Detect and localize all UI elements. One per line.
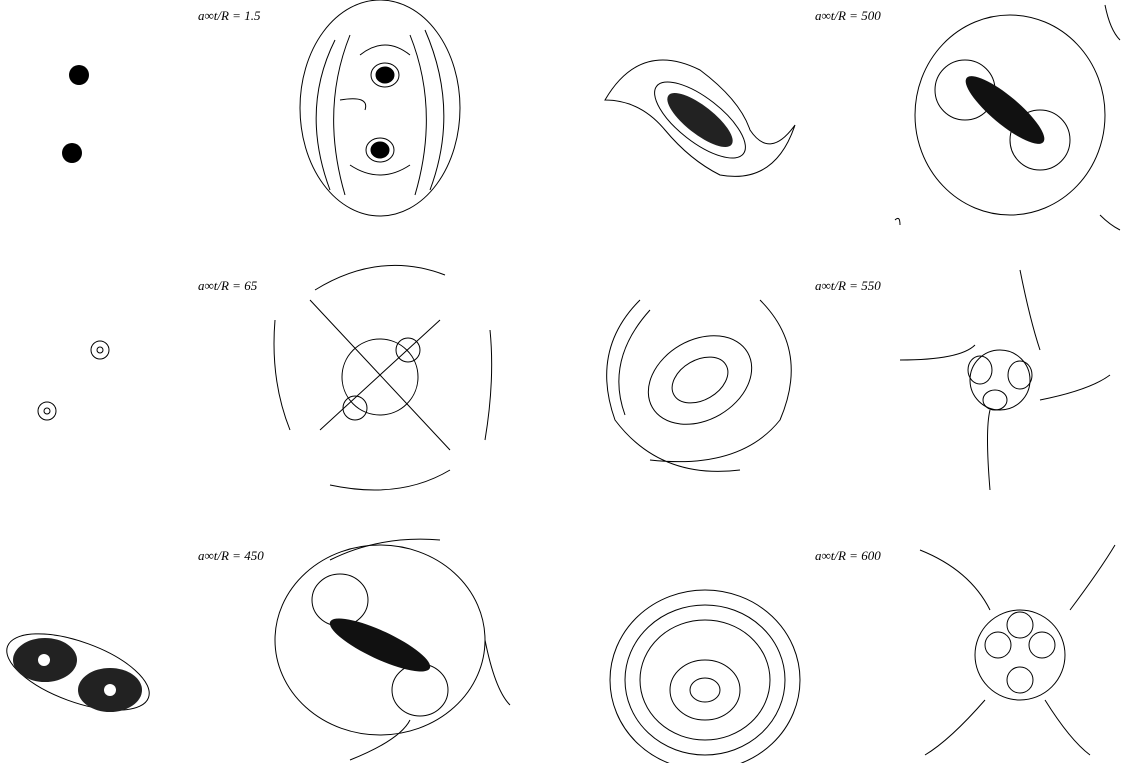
contour xyxy=(329,538,511,761)
panel-label: a∞t/R = 500 xyxy=(815,8,881,23)
contour xyxy=(62,143,82,163)
contour xyxy=(104,684,116,696)
contour xyxy=(370,62,400,88)
pressure-plot xyxy=(273,264,493,491)
contour xyxy=(982,389,1008,411)
contour xyxy=(894,4,1121,231)
contour xyxy=(671,356,729,404)
pressure-plot xyxy=(894,4,1121,231)
vorticity-plot xyxy=(6,633,150,712)
contour xyxy=(965,76,1045,144)
contour xyxy=(38,654,50,666)
contour xyxy=(604,59,796,177)
panel-label: a∞t/R = 65 xyxy=(198,278,258,293)
contour xyxy=(90,340,110,360)
vorticity-plot xyxy=(37,340,110,421)
contour xyxy=(967,355,993,385)
contour xyxy=(969,349,1031,411)
contour xyxy=(1028,631,1056,659)
contour xyxy=(370,141,390,159)
contour xyxy=(1006,611,1034,639)
panel-label: a∞t/R = 550 xyxy=(815,278,881,293)
contour xyxy=(329,618,431,672)
contour xyxy=(273,264,493,491)
vorticity-plot xyxy=(62,65,89,163)
contour xyxy=(984,631,1012,659)
contour xyxy=(339,44,411,176)
contour xyxy=(1006,666,1034,694)
contour xyxy=(375,66,395,84)
contour xyxy=(395,337,421,363)
contour xyxy=(899,269,1111,491)
contour xyxy=(365,137,395,163)
contour xyxy=(624,604,786,756)
contour xyxy=(311,573,369,627)
contour xyxy=(609,589,801,763)
contour xyxy=(342,395,368,421)
contour xyxy=(639,619,771,741)
contour xyxy=(6,633,150,711)
contour xyxy=(669,659,741,721)
contour xyxy=(43,407,51,415)
vorticity-plot xyxy=(606,299,792,472)
contour xyxy=(1009,109,1071,171)
pressure-plot xyxy=(899,269,1111,491)
contour xyxy=(299,0,461,217)
vorticity-plot xyxy=(609,589,801,763)
vorticity-plot xyxy=(604,59,796,177)
contour xyxy=(919,544,1116,756)
pressure-plot xyxy=(299,0,461,217)
contour xyxy=(96,346,104,354)
pressure-plot xyxy=(274,538,511,761)
contour xyxy=(974,609,1066,701)
contour xyxy=(647,335,753,425)
contour xyxy=(391,663,449,717)
panel-label: a∞t/R = 450 xyxy=(198,548,264,563)
contour xyxy=(689,677,721,703)
contour xyxy=(667,93,733,147)
pressure-plot xyxy=(919,544,1116,756)
panel-label: a∞t/R = 600 xyxy=(815,548,881,563)
contour xyxy=(914,14,1106,216)
contour xyxy=(341,338,419,416)
contour xyxy=(606,299,792,472)
contour xyxy=(315,29,445,196)
contour xyxy=(37,401,57,421)
contour xyxy=(69,65,89,85)
contour xyxy=(654,81,746,159)
contour xyxy=(1007,360,1033,390)
panel-label: a∞t/R = 1.5 xyxy=(198,8,261,23)
